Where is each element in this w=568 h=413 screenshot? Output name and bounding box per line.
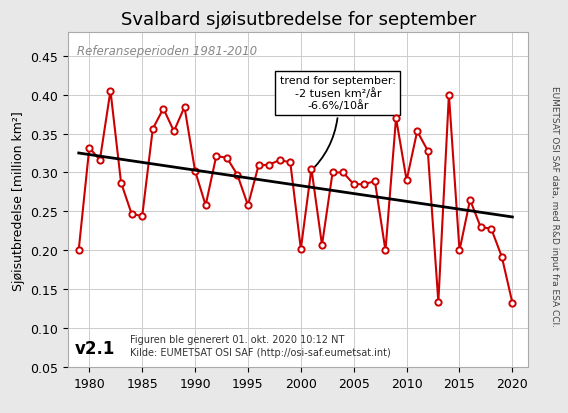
Text: trend for september:
-2 tusen km²/år
-6.6%/10år: trend for september: -2 tusen km²/år -6.… (280, 76, 396, 173)
Text: v2.1: v2.1 (75, 339, 115, 358)
Text: Figuren ble generert 01. okt. 2020 10:12 NT
Kilde: EUMETSAT OSI SAF (http://osi-: Figuren ble generert 01. okt. 2020 10:12… (130, 335, 391, 358)
Text: Referanseperioden 1981-2010: Referanseperioden 1981-2010 (77, 45, 257, 58)
Title: Svalbard sjøisutbredelse for september: Svalbard sjøisutbredelse for september (120, 11, 476, 29)
Text: EUMETSAT OSI SAF data, med R&D input fra ESA CCI.: EUMETSAT OSI SAF data, med R&D input fra… (550, 86, 559, 327)
Y-axis label: Sjøisutbredelse [million km²]: Sjøisutbredelse [million km²] (12, 111, 25, 290)
